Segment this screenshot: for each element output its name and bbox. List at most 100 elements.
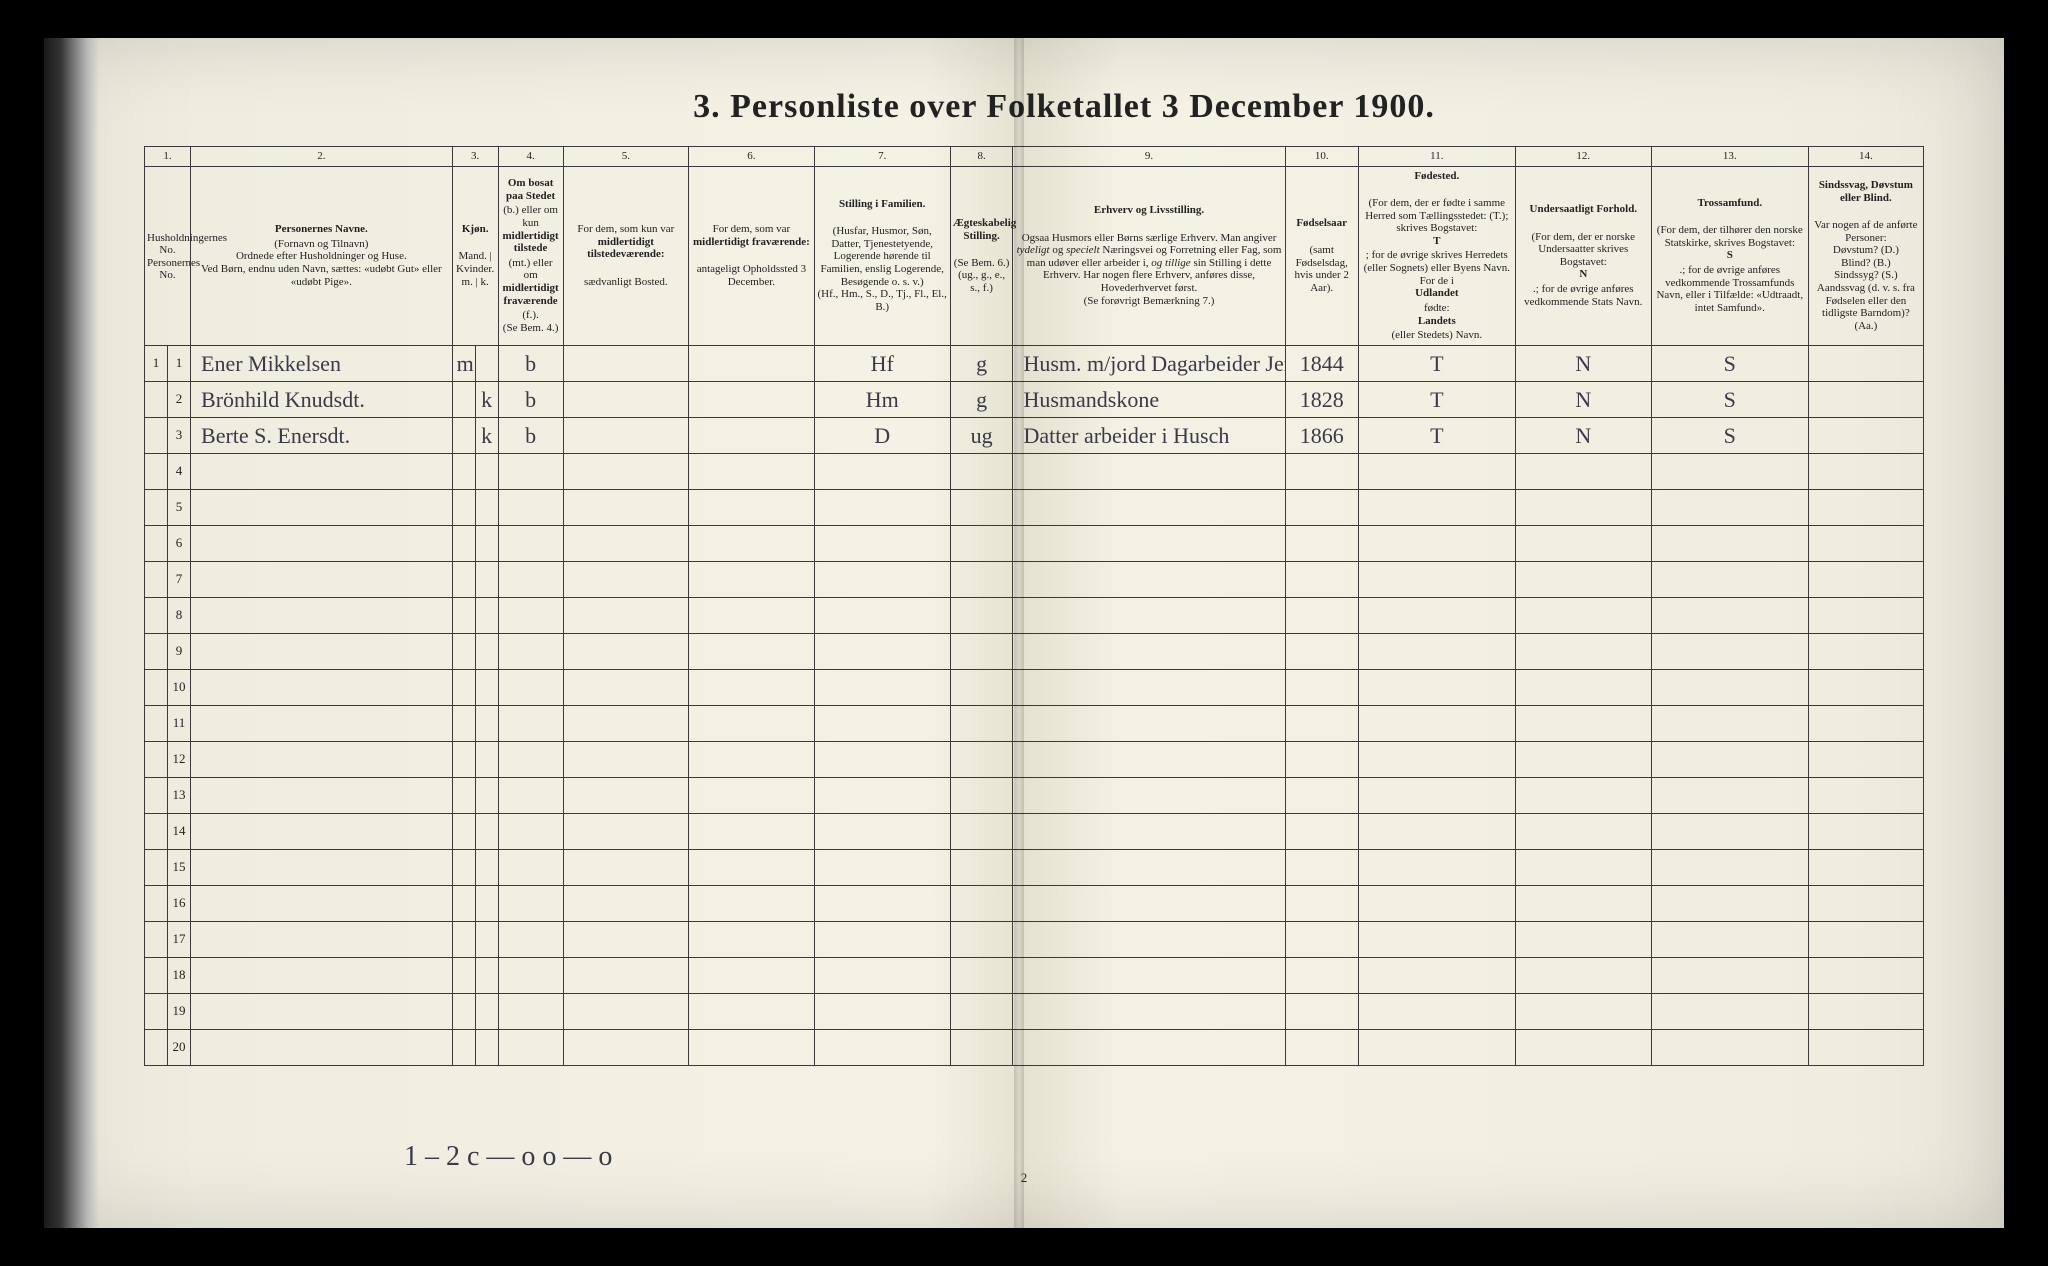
table-cell [814, 597, 950, 633]
book-spine-center [1014, 38, 1024, 1228]
table-cell [475, 921, 498, 957]
table-cell: 17 [168, 921, 191, 957]
table-cell: 6 [168, 525, 191, 561]
table-cell: Hm [814, 381, 950, 417]
table-cell [1358, 453, 1515, 489]
table-cell [1515, 705, 1651, 741]
table-cell [191, 453, 453, 489]
column-header: Ægteskabelig Stilling.(Se Bem. 6.)(ug., … [950, 166, 1013, 345]
table-row-empty: 20 [145, 1029, 1924, 1065]
table-cell: b [498, 381, 563, 417]
table-cell [191, 525, 453, 561]
column-header: For dem, som kun var midlertidigt tilste… [563, 166, 689, 345]
table-cell: D [814, 417, 950, 453]
table-cell [452, 489, 475, 525]
table-cell: 18 [168, 957, 191, 993]
table-cell: 19 [168, 993, 191, 1029]
table-cell: 13 [168, 777, 191, 813]
table-cell [191, 849, 453, 885]
table-cell [950, 561, 1013, 597]
table-cell [1358, 813, 1515, 849]
table-header: 1.2.3.4.5.6.7.8.9.10.11.12.13.14. Hushol… [145, 147, 1924, 346]
table-cell: g [950, 345, 1013, 381]
table-cell [1013, 453, 1285, 489]
column-header: Fødselsaar(samt Fødselsdag, hvis under 2… [1285, 166, 1358, 345]
table-cell [689, 777, 815, 813]
table-cell [950, 525, 1013, 561]
table-cell: S [1651, 345, 1808, 381]
table-cell [452, 705, 475, 741]
table-cell [689, 345, 815, 381]
table-cell: T [1358, 381, 1515, 417]
table-cell [1651, 561, 1808, 597]
table-cell [452, 921, 475, 957]
table-cell [1285, 669, 1358, 705]
table-cell [1515, 453, 1651, 489]
column-number: 14. [1808, 147, 1923, 167]
table-cell [1808, 777, 1923, 813]
table-cell [950, 705, 1013, 741]
table-cell [145, 813, 168, 849]
table-cell: g [950, 381, 1013, 417]
table-cell [145, 633, 168, 669]
table-cell: 8 [168, 597, 191, 633]
table-cell [498, 849, 563, 885]
table-cell [563, 453, 689, 489]
table-cell [1358, 597, 1515, 633]
table-cell [145, 669, 168, 705]
table-cell: Datter arbeider i Husch [1013, 417, 1285, 453]
table-cell [475, 993, 498, 1029]
table-cell [498, 705, 563, 741]
table-cell [475, 849, 498, 885]
column-number: 7. [814, 147, 950, 167]
table-cell [1651, 705, 1808, 741]
table-cell [814, 813, 950, 849]
table-cell [145, 957, 168, 993]
table-cell [498, 453, 563, 489]
table-cell [191, 813, 453, 849]
table-cell [1651, 453, 1808, 489]
table-cell [689, 705, 815, 741]
table-cell [1013, 849, 1285, 885]
table-cell [1013, 957, 1285, 993]
table-row-empty: 18 [145, 957, 1924, 993]
table-cell [475, 705, 498, 741]
table-cell [475, 633, 498, 669]
table-cell [1808, 453, 1923, 489]
table-cell [498, 993, 563, 1029]
table-cell [1358, 957, 1515, 993]
table-cell [1651, 777, 1808, 813]
table-cell [1013, 741, 1285, 777]
table-cell [1285, 957, 1358, 993]
table-cell [1358, 777, 1515, 813]
table-cell [191, 597, 453, 633]
table-cell [1285, 741, 1358, 777]
table-cell [950, 633, 1013, 669]
table-cell [1808, 345, 1923, 381]
table-cell [563, 813, 689, 849]
table-cell: Ener Mikkelsen [191, 345, 453, 381]
table-cell [563, 633, 689, 669]
table-cell: m [452, 345, 475, 381]
column-header: Stilling i Familien.(Husfar, Husmor, Søn… [814, 166, 950, 345]
table-cell [1013, 705, 1285, 741]
table-cell [814, 957, 950, 993]
table-cell [1285, 561, 1358, 597]
table-cell [1358, 921, 1515, 957]
table-cell [1651, 597, 1808, 633]
page-title: 3. Personliste over Folketallet 3 Decemb… [204, 88, 1924, 126]
table-cell: N [1515, 381, 1651, 417]
table-cell: b [498, 345, 563, 381]
table-cell [1285, 813, 1358, 849]
table-cell [1651, 633, 1808, 669]
table-cell [1651, 489, 1808, 525]
table-cell [814, 561, 950, 597]
table-cell [145, 741, 168, 777]
table-cell: S [1651, 417, 1808, 453]
table-cell [498, 813, 563, 849]
table-cell [1515, 1029, 1651, 1065]
table-cell [814, 489, 950, 525]
table-cell [950, 1029, 1013, 1065]
table-cell [1808, 525, 1923, 561]
table-cell [452, 777, 475, 813]
